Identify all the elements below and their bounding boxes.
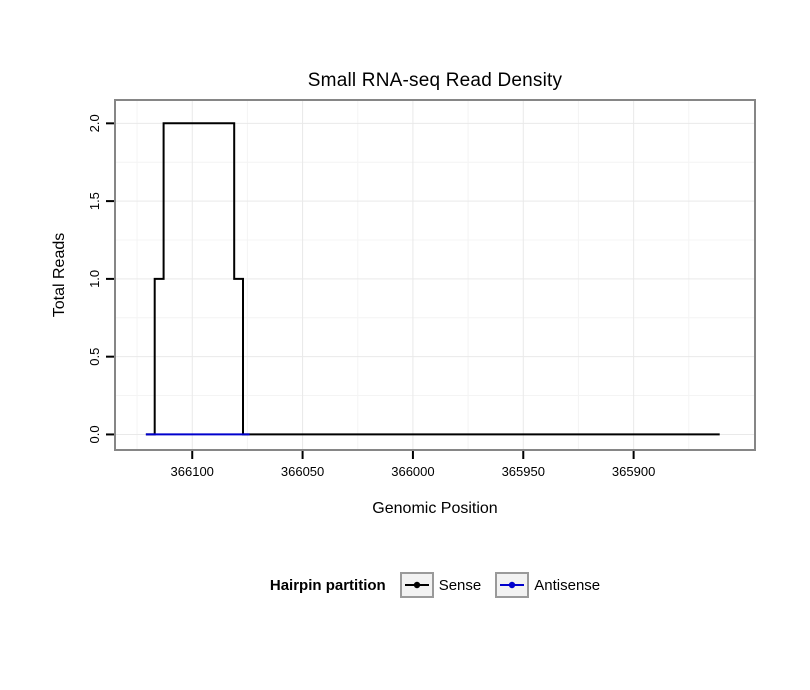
y-tick-label: 0.0 [87,425,102,443]
panel-border [114,99,756,451]
legend-item-label: Sense [438,576,482,594]
x-tick-label: 366100 [171,464,214,479]
x-tick-label: 365900 [612,464,655,479]
y-tick-label: 0.5 [87,348,102,366]
panel-background [115,100,755,450]
sense-key-point-icon [413,581,420,589]
y-tick-label: 1.5 [87,192,102,210]
legend: Hairpin partition Sense Antisense [115,572,755,598]
sense-key-box [399,572,434,598]
y-tick-label: 2.0 [87,114,102,132]
series-sense-line [145,122,720,436]
y-axis-title: Total Reads [51,232,68,318]
x-tick-label: 366000 [391,464,434,479]
antisense-key-box [495,572,530,598]
axis-ticks [106,122,635,459]
x-tick-label: 365950 [502,464,545,479]
x-axis-title: Genomic Position [372,500,498,517]
legend-item-label: Antisense [534,576,601,594]
y-tick-label: 1.0 [87,270,102,288]
plot-area: 366100 366050 366000 365950 365900 0.0 0.5 1.0 1… [87,99,756,479]
antisense-pointline-icon [500,581,525,589]
legend-item-sense: Sense [399,572,482,598]
minor-gridlines [115,100,755,450]
legend-item-antisense: Antisense [495,572,600,598]
x-tick-label: 366050 [281,464,324,479]
legend-title: Hairpin partition [269,576,386,594]
sense-pointline-icon [404,581,429,589]
chart-title: Small RNA-seq Read Density [307,70,563,91]
antisense-key-point-icon [509,581,516,589]
